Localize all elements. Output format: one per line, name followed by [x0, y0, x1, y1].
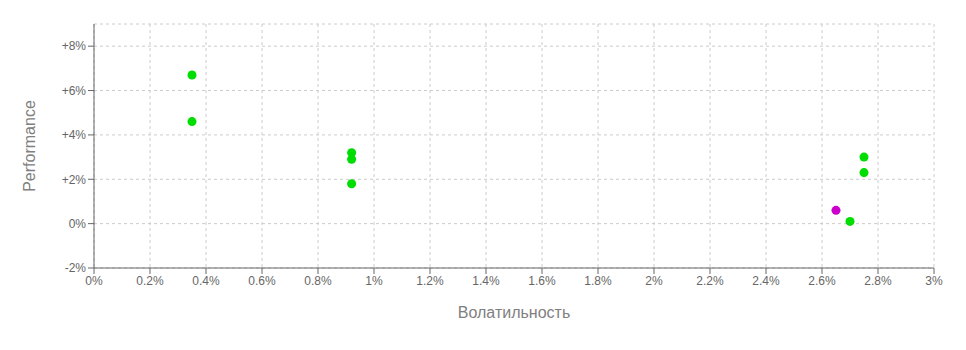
svg-text:1.4%: 1.4% — [472, 274, 500, 288]
svg-text:2.6%: 2.6% — [808, 274, 836, 288]
svg-text:2.8%: 2.8% — [864, 274, 892, 288]
svg-text:0.4%: 0.4% — [192, 274, 220, 288]
svg-text:+8%: +8% — [62, 39, 87, 53]
svg-text:2.2%: 2.2% — [696, 274, 724, 288]
svg-text:-2%: -2% — [65, 261, 87, 275]
svg-text:Волатильность: Волатильность — [458, 304, 570, 321]
svg-text:1.8%: 1.8% — [584, 274, 612, 288]
svg-text:1%: 1% — [365, 274, 383, 288]
svg-text:Performance: Performance — [21, 100, 38, 192]
svg-text:0.6%: 0.6% — [248, 274, 276, 288]
svg-text:2%: 2% — [645, 274, 663, 288]
svg-text:0.8%: 0.8% — [304, 274, 332, 288]
svg-text:0%: 0% — [69, 217, 87, 231]
svg-text:0%: 0% — [85, 274, 103, 288]
svg-text:3%: 3% — [925, 274, 943, 288]
svg-text:2.4%: 2.4% — [752, 274, 780, 288]
svg-text:1.6%: 1.6% — [528, 274, 556, 288]
svg-text:+4%: +4% — [62, 128, 87, 142]
svg-text:+6%: +6% — [62, 84, 87, 98]
svg-text:0.2%: 0.2% — [136, 274, 164, 288]
svg-text:+2%: +2% — [62, 173, 87, 187]
svg-text:1.2%: 1.2% — [416, 274, 444, 288]
